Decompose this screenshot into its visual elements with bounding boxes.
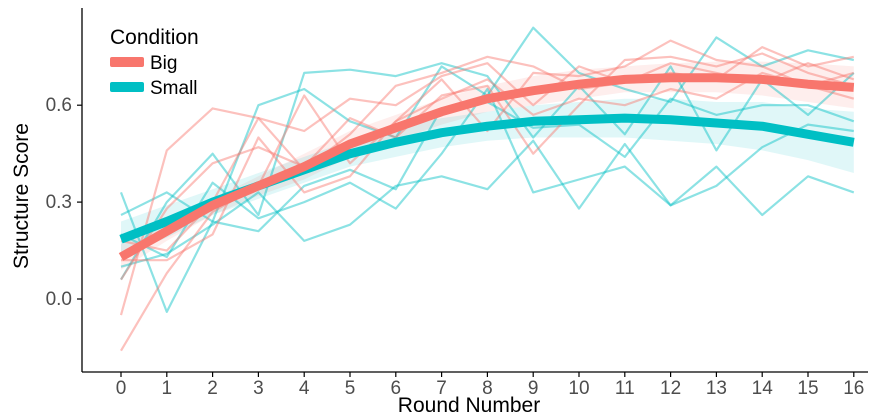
- legend-label-small: Small: [150, 78, 198, 99]
- confidence-band-big: [121, 61, 854, 270]
- participant-line-big-2: [119, 45, 855, 316]
- legend-label-big: Big: [150, 53, 177, 74]
- x-tick-label: 12: [660, 378, 681, 399]
- x-axis-title: Round Number: [398, 394, 540, 416]
- x-tick-label: 9: [528, 378, 539, 399]
- x-tick-label: 1: [162, 378, 173, 399]
- x-tick-label: 10: [568, 378, 589, 399]
- confidence-band-small: [121, 98, 854, 257]
- trend-line-big: [118, 73, 855, 261]
- fitted-trend-lines: [118, 73, 855, 261]
- participant-line-small-3: [120, 139, 855, 268]
- x-tick-label: 4: [299, 378, 310, 399]
- legend-key-big: [110, 57, 144, 67]
- legend-key-small: [110, 82, 144, 92]
- y-tick-label: 0.0: [46, 289, 72, 310]
- y-tick-label: 0.6: [46, 95, 72, 116]
- participant-line-small-4: [120, 87, 854, 259]
- x-tick-label: 16: [843, 378, 864, 399]
- y-axis-ticks: 0.0 0.3 0.6: [46, 95, 82, 310]
- x-tick-label: 2: [207, 378, 218, 399]
- x-tick-label: 13: [706, 378, 727, 399]
- legend-title: Condition: [110, 26, 199, 49]
- x-tick-label: 5: [345, 378, 356, 399]
- y-tick-label: 0.3: [46, 192, 72, 213]
- x-tick-label: 7: [436, 378, 447, 399]
- x-tick-label: 3: [253, 378, 264, 399]
- x-axis-ticks: 0 1 2 3 4 5 6 7 8 9 10 11 12 13 14 15 16: [116, 372, 864, 399]
- legend-entries: Big Small: [110, 53, 198, 99]
- legend: Condition Big Small: [110, 26, 199, 99]
- participant-line-big-4: [120, 52, 855, 281]
- x-tick-label: 0: [116, 378, 127, 399]
- y-axis-title: Structure Score: [10, 123, 33, 269]
- x-tick-label: 14: [752, 378, 774, 399]
- x-tick-label: 8: [482, 378, 493, 399]
- participant-line-big-3: [121, 39, 855, 262]
- x-tick-label: 11: [615, 378, 635, 399]
- confidence-bands: [121, 61, 854, 270]
- x-tick-label: 15: [797, 378, 818, 399]
- x-tick-label: 6: [391, 378, 402, 399]
